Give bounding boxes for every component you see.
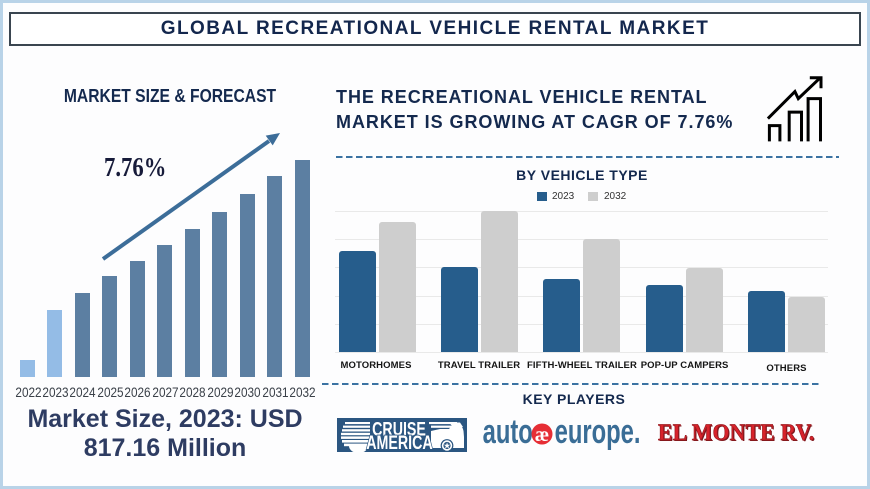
svg-text:AMERICA: AMERICA: [366, 432, 432, 452]
svg-text:europe.: europe.: [555, 413, 641, 451]
svg-text:★: ★: [443, 440, 451, 450]
svg-text:CRUISE: CRUISE: [372, 419, 426, 440]
svg-text:auto: auto: [483, 413, 533, 451]
svg-text:æ: æ: [535, 424, 549, 446]
